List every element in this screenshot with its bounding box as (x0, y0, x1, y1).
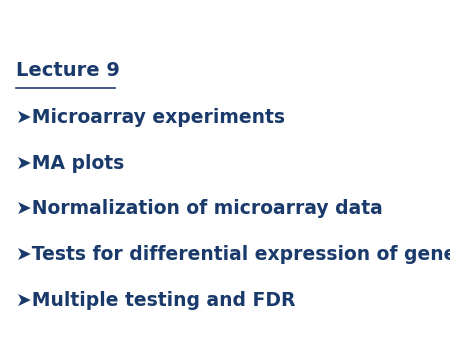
Text: ➤Multiple testing and FDR: ➤Multiple testing and FDR (17, 291, 296, 310)
Text: ➤MA plots: ➤MA plots (17, 154, 125, 173)
Text: ➤Microarray experiments: ➤Microarray experiments (17, 108, 285, 127)
Text: ➤Normalization of microarray data: ➤Normalization of microarray data (17, 199, 383, 218)
Text: ➤Tests for differential expression of genes: ➤Tests for differential expression of ge… (17, 245, 450, 264)
Text: Lecture 9: Lecture 9 (17, 61, 120, 80)
